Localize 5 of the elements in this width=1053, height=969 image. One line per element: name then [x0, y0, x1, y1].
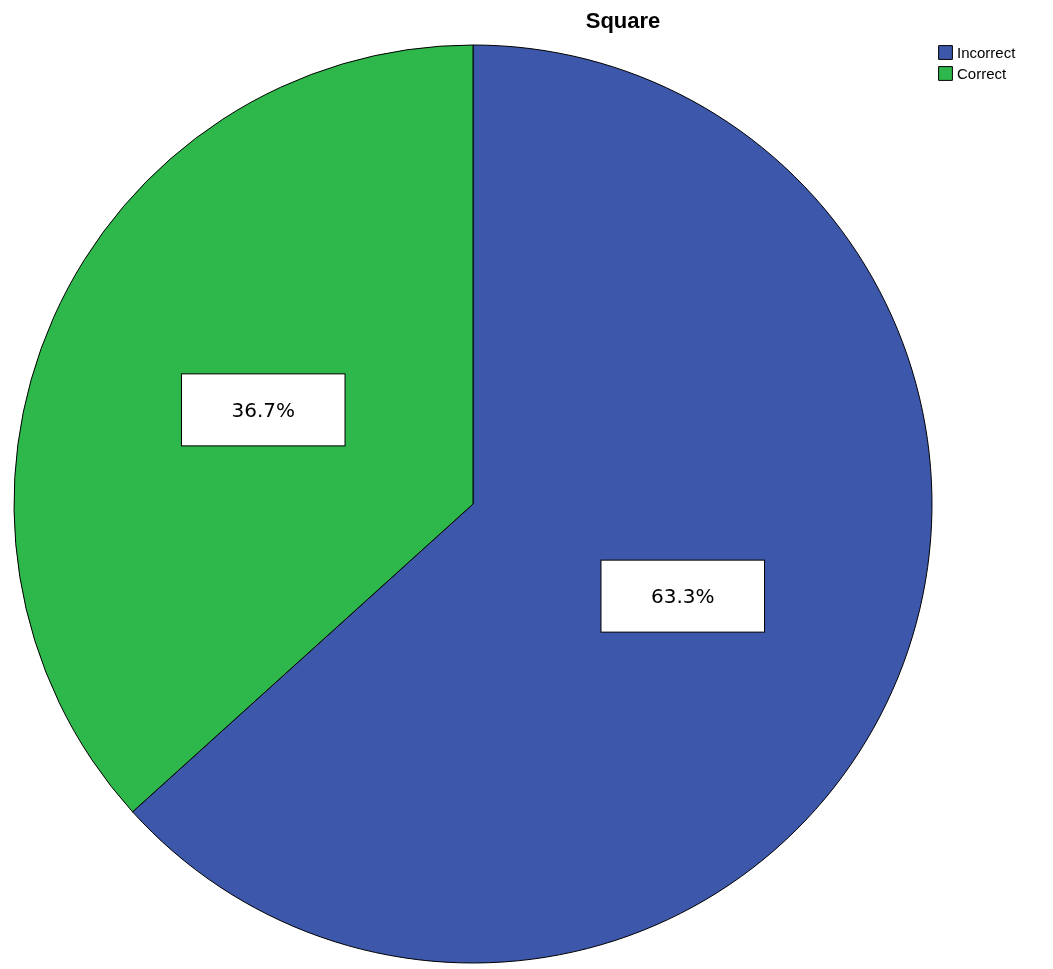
data-label: 36.7% — [231, 397, 296, 422]
chart-title: Square — [585, 8, 661, 33]
legend-label: Correct — [957, 64, 1008, 82]
legend-label: Incorrect — [957, 43, 1017, 61]
data-label: 63.3% — [650, 584, 715, 609]
